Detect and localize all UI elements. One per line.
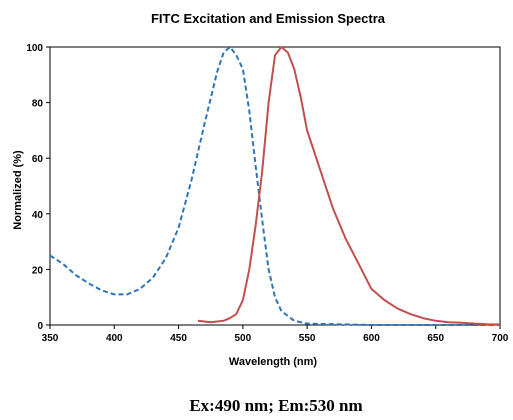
caption-text: Ex:490 nm; Em:530 nm bbox=[189, 396, 362, 415]
y-tick-label: 100 bbox=[26, 43, 43, 54]
x-tick-label: 650 bbox=[427, 333, 444, 344]
plot-area bbox=[49, 46, 501, 326]
emission-series-line bbox=[197, 46, 501, 326]
excitation-series-line bbox=[49, 46, 500, 326]
y-tick-label: 0 bbox=[37, 321, 43, 332]
x-tick-label: 600 bbox=[363, 333, 380, 344]
series-layer bbox=[49, 46, 501, 326]
x-tick-label: 700 bbox=[492, 333, 509, 344]
y-tick-label: 40 bbox=[32, 210, 44, 221]
x-tick-label: 350 bbox=[42, 333, 59, 344]
x-tick-label: 500 bbox=[235, 333, 252, 344]
chart-title: FITC Excitation and Emission Spectra bbox=[151, 11, 386, 26]
x-axis-label: Wavelength (nm) bbox=[229, 356, 318, 368]
y-axis-label: Normalized (%) bbox=[12, 150, 24, 230]
plot-frame bbox=[49, 46, 501, 326]
x-tick-label: 450 bbox=[170, 333, 187, 344]
x-tick-label: 550 bbox=[299, 333, 316, 344]
y-tick-label: 60 bbox=[32, 154, 44, 165]
y-axis-ticks: 0 20 40 60 80 100 bbox=[26, 43, 50, 332]
x-axis-ticks: 350 400 450 500 550 600 650 700 bbox=[42, 325, 509, 344]
y-tick-label: 20 bbox=[32, 265, 44, 276]
x-tick-label: 400 bbox=[106, 333, 123, 344]
y-tick-label: 80 bbox=[32, 99, 44, 110]
